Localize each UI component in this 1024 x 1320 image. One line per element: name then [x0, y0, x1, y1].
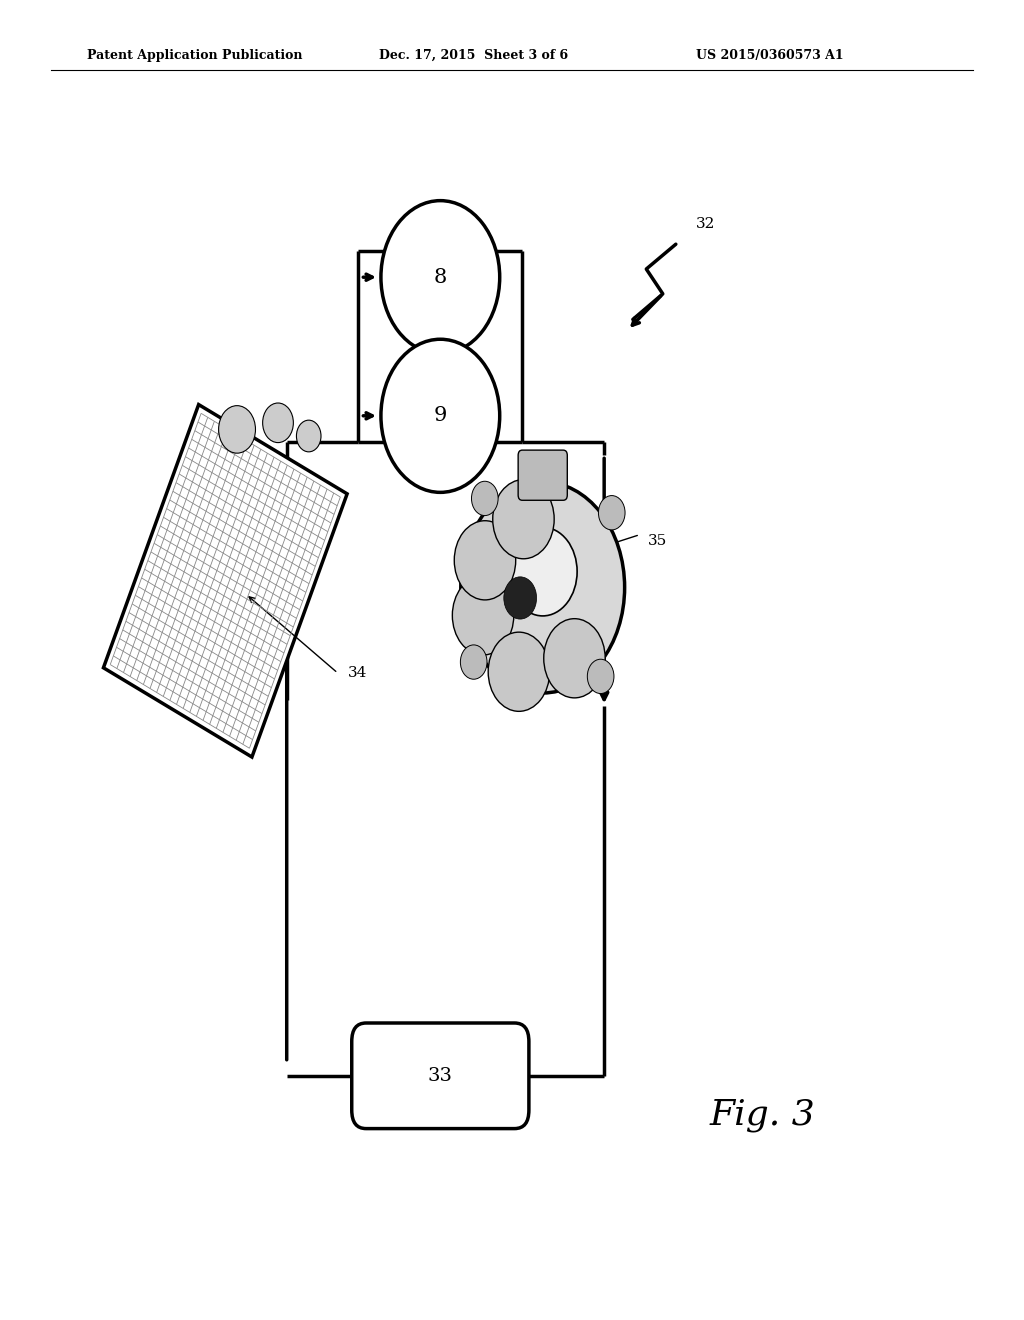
Polygon shape — [103, 404, 347, 758]
Text: US 2015/0360573 A1: US 2015/0360573 A1 — [696, 49, 844, 62]
Circle shape — [218, 405, 255, 453]
Text: 32: 32 — [696, 218, 716, 231]
Text: 8: 8 — [434, 268, 446, 286]
Circle shape — [544, 619, 605, 698]
Text: Dec. 17, 2015  Sheet 3 of 6: Dec. 17, 2015 Sheet 3 of 6 — [379, 49, 568, 62]
Circle shape — [455, 520, 516, 599]
Circle shape — [262, 403, 293, 442]
Text: Patent Application Publication: Patent Application Publication — [87, 49, 302, 62]
Circle shape — [471, 482, 498, 516]
FancyBboxPatch shape — [518, 450, 567, 500]
Text: 34: 34 — [348, 667, 368, 680]
Circle shape — [493, 479, 554, 558]
Circle shape — [296, 420, 321, 451]
Text: Fig. 3: Fig. 3 — [710, 1098, 816, 1133]
Text: 9: 9 — [433, 407, 447, 425]
Circle shape — [381, 201, 500, 354]
Circle shape — [453, 576, 514, 655]
Text: 33: 33 — [428, 1067, 453, 1085]
Circle shape — [508, 527, 578, 616]
Circle shape — [488, 632, 550, 711]
Text: 35: 35 — [648, 535, 668, 548]
Circle shape — [461, 645, 487, 680]
Circle shape — [381, 339, 500, 492]
Circle shape — [461, 482, 625, 693]
FancyBboxPatch shape — [352, 1023, 528, 1129]
Circle shape — [598, 495, 625, 529]
Circle shape — [504, 577, 537, 619]
Circle shape — [588, 659, 614, 693]
